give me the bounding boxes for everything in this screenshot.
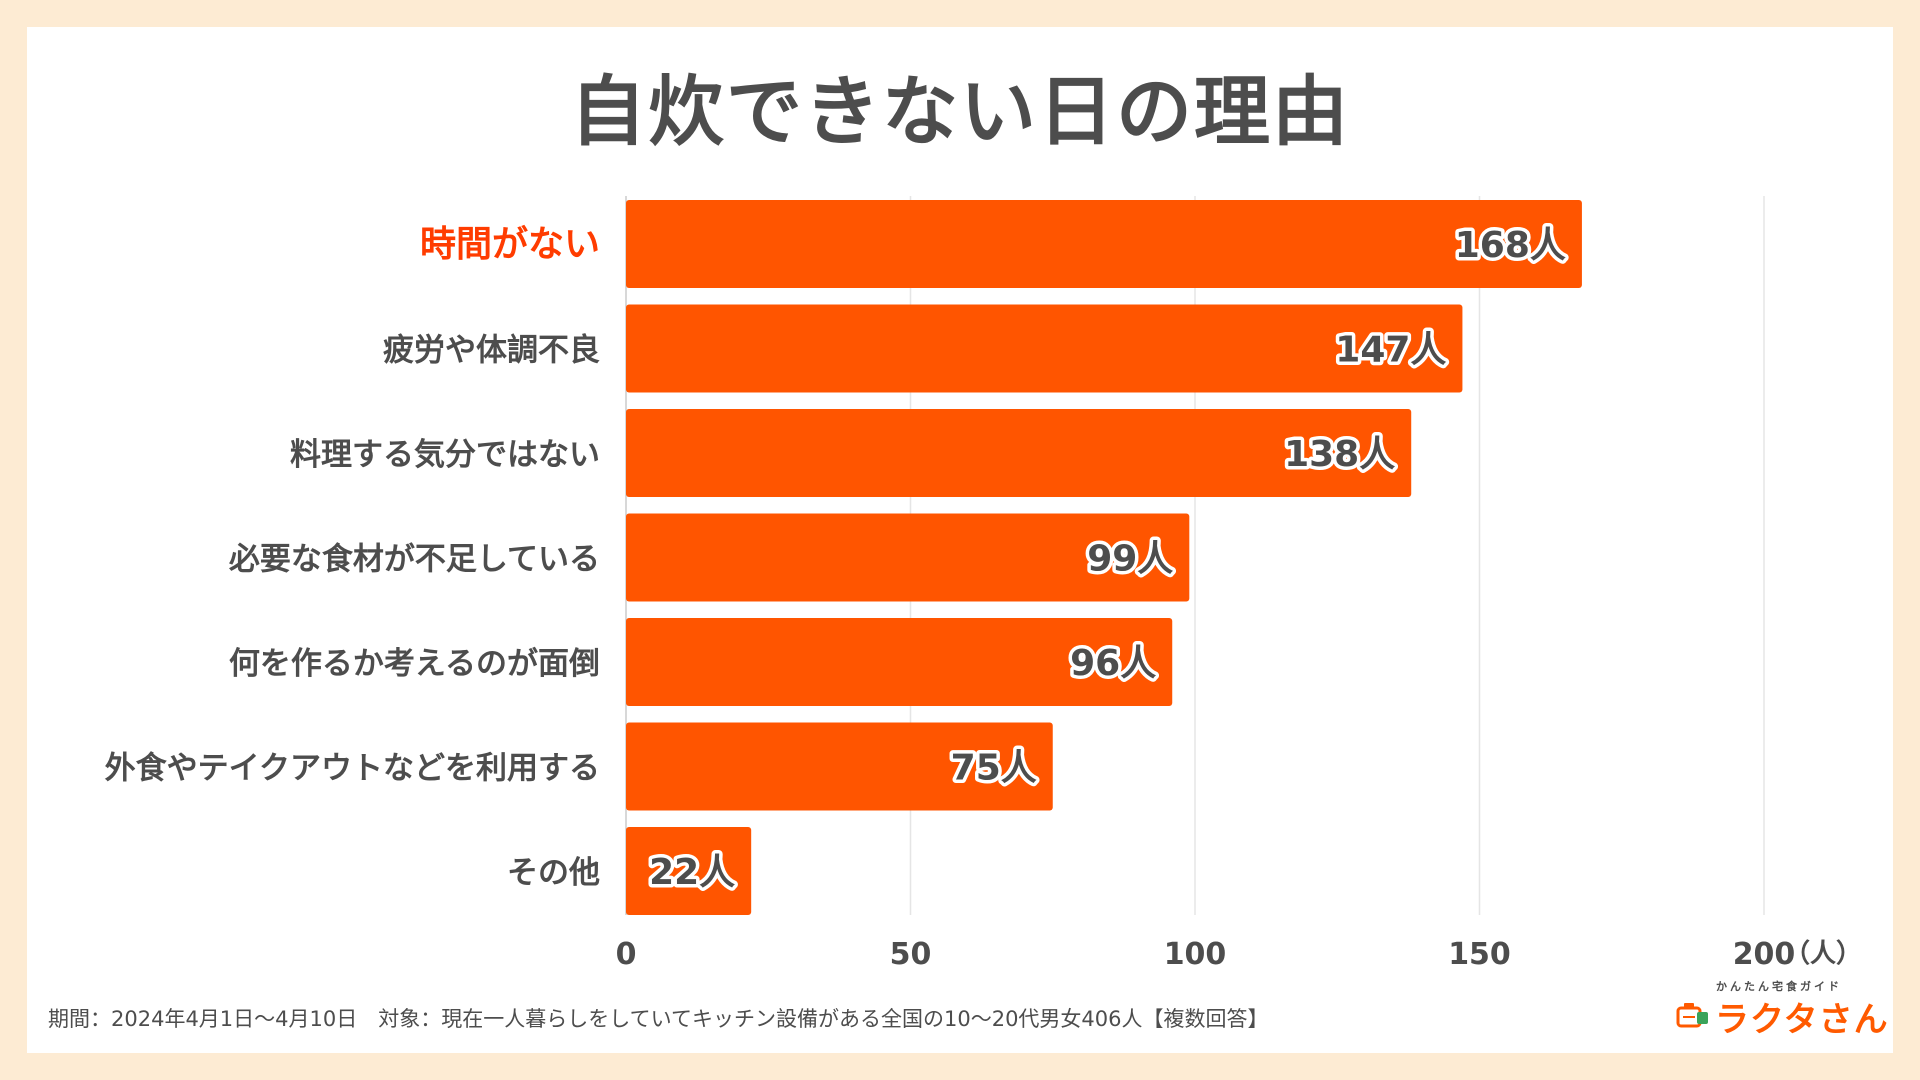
bar [626,200,1582,288]
logo-name: ラクタさん [1715,992,1889,1041]
bar-chart: 168人 147人 138人 99人 96人 75人 22人 時間がない疲労や体調不良料理す… [0,0,1920,1080]
x-axis-ticks: 0 50 100 150 200（人） [616,937,1862,972]
bar-value-label: 22人 [649,852,735,893]
bar-value-label: 75人 [951,748,1037,789]
brand-logo: かんたん宅食ガイド ラクタさん [1675,978,1875,1038]
x-tick-label: 150 [1448,937,1511,972]
bar-value-label: 96人 [1070,643,1156,684]
bar-value-label: 138人 [1284,434,1395,475]
category-label: 必要な食材が不足している [229,542,600,578]
category-label: その他 [507,855,600,891]
lunchbox-logo-icon [1675,1000,1711,1030]
category-label: 疲労や体調不良 [383,333,600,369]
category-label-highlight: 時間がない [420,224,600,265]
x-axis-unit-label: （人） [1784,939,1862,969]
category-label: 料理する気分ではない [290,437,600,473]
x-tick-label: 0 [616,937,637,972]
bar-value-label: 168人 [1455,225,1566,266]
category-label: 何を作るか考えるのが面倒 [229,646,600,682]
survey-note: 期間：2024年4月1日〜4月10日 対象：現在一人暮らしをしていてキッチン設備… [48,1004,1269,1034]
bar-value-label: 147人 [1335,330,1446,371]
bars: 168人 147人 138人 99人 96人 75人 22人 [626,200,1582,915]
x-tick-label: 100 [1164,937,1227,972]
category-label: 外食やテイクアウトなどを利用する [105,751,600,787]
x-tick-label: 50 [890,937,932,972]
category-labels: 時間がない疲労や体調不良料理する気分ではない必要な食材が不足している何を作るか考… [105,224,600,891]
bar-value-label: 99人 [1087,539,1173,580]
